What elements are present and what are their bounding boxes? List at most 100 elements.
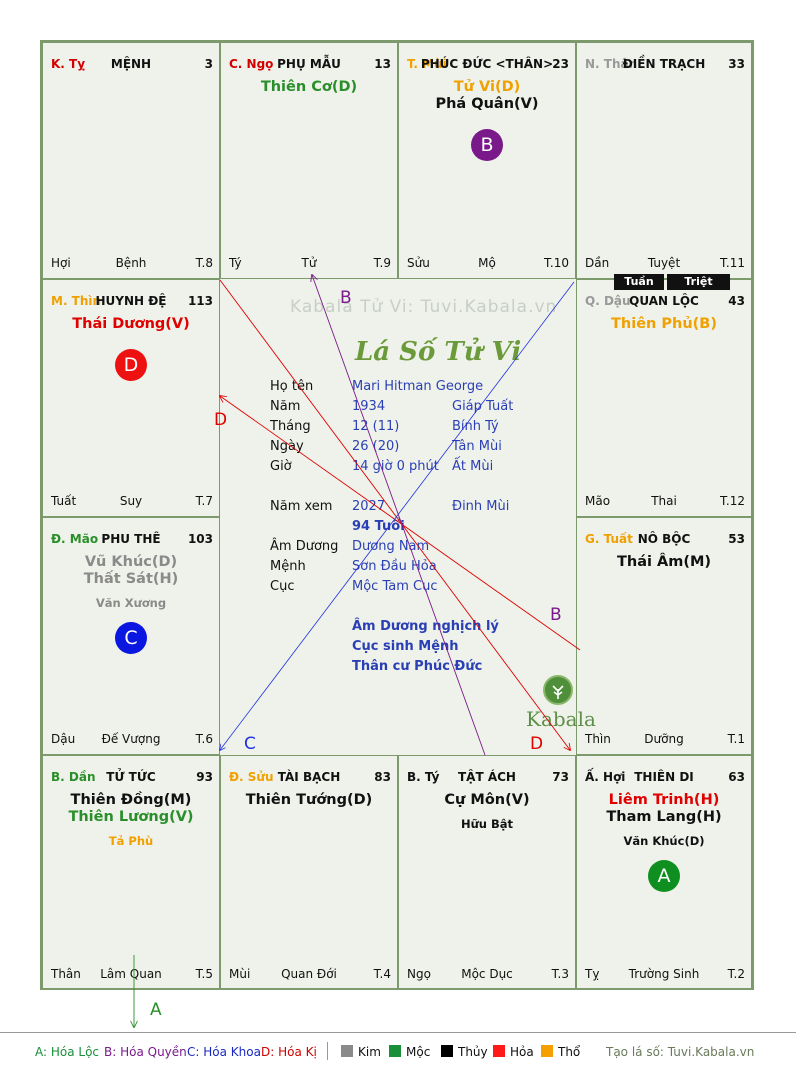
palace-header: Đ. Sửu TÀI BẠCH 83 bbox=[221, 770, 397, 786]
arrow-label-d2: D bbox=[530, 734, 543, 754]
palace-dau: Q. Dậu QUAN LỘC 43 Thiên Phủ(B) Mão Thai T.12 bbox=[576, 279, 752, 517]
triet-tag: Triệt bbox=[667, 274, 730, 290]
value-thang: 12 (11) bbox=[352, 419, 400, 434]
palace-footer-right: T.8 bbox=[195, 256, 213, 270]
palace-mui: T. Mùi PHÚC ĐỨC <THÂN> 23 Tử Vi(D) Phá Quân(… bbox=[398, 42, 576, 279]
value-gio-can: Ất Mùi bbox=[452, 459, 494, 474]
palace-footer-center: Quan Đới bbox=[281, 967, 337, 981]
palace-header: M. Thìn HUYNH ĐỆ 113 bbox=[43, 294, 219, 310]
palace-stem-branch: K. Tỵ bbox=[51, 57, 86, 71]
palace-footer-right: T.6 bbox=[195, 732, 213, 746]
label-nam: Năm bbox=[270, 399, 301, 414]
palace-name: QUAN LỘC bbox=[629, 294, 699, 308]
tree-icon bbox=[543, 675, 573, 705]
major-star: Thiên Cơ(D) bbox=[260, 79, 358, 95]
value-cuc: Mộc Tam Cục bbox=[352, 579, 438, 594]
palace-footer-left: Mùi bbox=[229, 967, 251, 981]
palace-footer-left: Tuất bbox=[51, 494, 77, 508]
legend-moc-label: Mộc bbox=[406, 1045, 431, 1059]
major-star: Cự Môn(V) bbox=[444, 792, 530, 808]
palace-header: Ấ. Hợi THIÊN DI 63 bbox=[577, 770, 751, 786]
value-thang-can: Bính Tý bbox=[452, 419, 499, 434]
legend-hoa-ki: D: Hóa Kị bbox=[261, 1045, 317, 1059]
legend-divider bbox=[327, 1042, 328, 1060]
palace-footer-center: Thai bbox=[651, 494, 677, 508]
legend-thuy: Thủy bbox=[441, 1045, 488, 1059]
palace-number: 113 bbox=[187, 294, 213, 308]
note-am-duong: Âm Dương nghịch lý bbox=[352, 619, 499, 634]
hoa-swatch bbox=[493, 1045, 505, 1057]
value-ngay-can: Tân Mùi bbox=[452, 439, 502, 454]
palace-number: 63 bbox=[728, 770, 745, 784]
palace-footer-center: Tử bbox=[301, 256, 317, 270]
palace-number: 73 bbox=[552, 770, 569, 784]
palace-ty: K. Tỵ MỆNH 3 Hợi Bệnh T.8 bbox=[42, 42, 220, 279]
legend-tho: Thổ bbox=[541, 1045, 580, 1059]
palace-footer-left: Tỵ bbox=[585, 967, 600, 981]
palace-footer-left: Mão bbox=[585, 494, 611, 508]
palace-footer-center: Trường Sinh bbox=[628, 967, 700, 981]
palace-number: 43 bbox=[728, 294, 745, 308]
palace-stem-branch: B. Dần bbox=[51, 770, 96, 784]
palace-header: T. Mùi PHÚC ĐỨC <THÂN> 23 bbox=[399, 57, 575, 73]
label-gio: Giờ bbox=[270, 459, 292, 474]
major-star: Thiên Lương(V) bbox=[68, 809, 194, 825]
palace-name: PHÚC ĐỨC <THÂN> bbox=[420, 57, 554, 71]
palace-footer-right: T.10 bbox=[544, 256, 569, 270]
palace-header: G. Tuất NÔ BỘC 53 bbox=[577, 532, 751, 548]
major-star: Thất Sát(H) bbox=[83, 571, 179, 587]
label-am-duong: Âm Dương bbox=[270, 539, 339, 554]
major-star: Thiên Đồng(M) bbox=[70, 792, 192, 808]
palace-ngo: C. Ngọ PHỤ MẪU 13 Thiên Cơ(D) Tý Tử T.9 bbox=[220, 42, 398, 279]
palace-footer-center: Lâm Quan bbox=[100, 967, 162, 981]
palace-stem-branch: M. Thìn bbox=[51, 294, 102, 308]
legend-hoa-label: Hỏa bbox=[510, 1045, 534, 1059]
site-link[interactable]: Tạo lá số: Tuvi.Kabala.vn bbox=[606, 1045, 755, 1059]
palace-name: NÔ BỘC bbox=[637, 532, 691, 546]
legend-tho-label: Thổ bbox=[558, 1045, 581, 1059]
thuy-swatch bbox=[441, 1045, 453, 1057]
palace-than: N. Thân ĐIỀN TRẠCH 33 Dần Tuyệt T.11 bbox=[576, 42, 752, 279]
palace-suu: Đ. Sửu TÀI BẠCH 83 Thiên Tướng(D) Mùi Quan Đớ… bbox=[220, 755, 398, 990]
transform-badge: D bbox=[115, 349, 147, 381]
palace-name: PHU THÊ bbox=[101, 532, 161, 546]
label-thang: Tháng bbox=[270, 419, 311, 434]
palace-footer-left: Sửu bbox=[407, 256, 430, 270]
palace-footer-right: T.1 bbox=[727, 732, 745, 746]
transform-badge: C bbox=[115, 622, 147, 654]
palace-name: MỆNH bbox=[110, 57, 152, 71]
palace-header: Q. Dậu QUAN LỘC 43 bbox=[577, 294, 751, 310]
label-menh: Mệnh bbox=[270, 559, 306, 574]
note-cuc-menh: Cục sinh Mệnh bbox=[352, 639, 459, 654]
palace-header: B. Tý TẬT ÁCH 73 bbox=[399, 770, 575, 786]
legend-thuy-label: Thủy bbox=[458, 1045, 488, 1059]
legend-kim: Kim bbox=[341, 1045, 381, 1059]
palace-footer-right: T.4 bbox=[373, 967, 391, 981]
palace-stem-branch: G. Tuất bbox=[585, 532, 633, 546]
minor-star: Hữu Bật bbox=[460, 817, 514, 831]
major-star: Tử Vi(D) bbox=[453, 79, 521, 95]
major-star: Tham Lang(H) bbox=[606, 809, 722, 825]
note-than-cu: Thân cư Phúc Đức bbox=[352, 659, 483, 674]
palace-mao: Đ. Mão PHU THÊ 103 Vũ Khúc(D) Thất Sát(H) Văn… bbox=[42, 517, 220, 755]
palace-footer-center: Suy bbox=[119, 494, 143, 508]
major-star: Liêm Trinh(H) bbox=[608, 792, 720, 808]
palace-header: Đ. Mão PHU THÊ 103 bbox=[43, 532, 219, 548]
palace-thin: M. Thìn HUYNH ĐỆ 113 Thái Dương(V) D Tuất Suy T… bbox=[42, 279, 220, 517]
palace-header: B. Dần TỬ TỨC 93 bbox=[43, 770, 219, 786]
label-nam-xem: Năm xem bbox=[270, 499, 333, 514]
legend-kim-label: Kim bbox=[358, 1045, 381, 1059]
value-nam-can: Giáp Tuất bbox=[452, 399, 514, 414]
value-nam-xem: 2027 bbox=[352, 499, 386, 514]
palace-stem-branch: Ấ. Hợi bbox=[585, 770, 626, 784]
minor-star: Tả Phù bbox=[108, 834, 154, 848]
palace-number: 103 bbox=[187, 532, 213, 546]
transform-badge: B bbox=[471, 129, 503, 161]
palace-stem-branch: B. Tý bbox=[407, 770, 440, 784]
palace-header: K. Tỵ MỆNH 3 bbox=[43, 57, 219, 73]
palace-name: HUYNH ĐỆ bbox=[95, 294, 167, 308]
palace-header: C. Ngọ PHỤ MẪU 13 bbox=[221, 57, 397, 73]
palace-stem-branch: Đ. Sửu bbox=[229, 770, 274, 784]
palace-stem-branch: Q. Dậu bbox=[585, 294, 631, 308]
palace-footer-left: Tý bbox=[229, 256, 242, 270]
